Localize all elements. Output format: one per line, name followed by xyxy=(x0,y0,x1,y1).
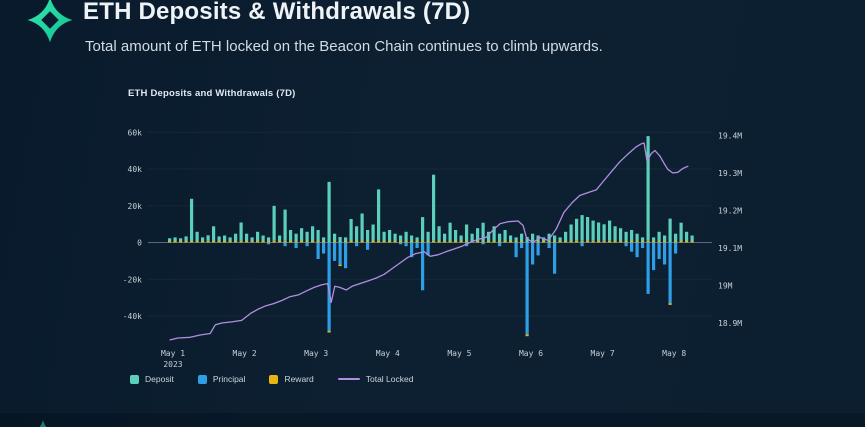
left-axis-labels: 60k 40k 20k 0 -20k -40k xyxy=(123,128,142,321)
total-locked-line xyxy=(169,142,689,341)
svg-text:18.9M: 18.9M xyxy=(718,319,742,328)
legend-square-swatch xyxy=(269,374,279,384)
svg-text:60k: 60k xyxy=(128,128,143,137)
deposits-withdrawals-chart[interactable]: 60k40k20k0-20k-40k19.4M19.3M19.2M19.1M19… xyxy=(120,82,780,404)
legend-label: Reward xyxy=(284,374,314,384)
svg-text:20k: 20k xyxy=(128,202,143,211)
svg-text:May 4: May 4 xyxy=(376,349,400,358)
page-subtitle: Total amount of ETH locked on the Beacon… xyxy=(85,38,603,55)
legend-square-swatch xyxy=(130,374,139,384)
svg-text:19.2M: 19.2M xyxy=(718,207,742,216)
legend-square-swatch xyxy=(197,374,207,384)
chart-legend: Deposit Principal Reward Total Locked xyxy=(130,374,413,384)
svg-text:May 7: May 7 xyxy=(591,349,615,358)
legend-label: Principal xyxy=(212,374,246,384)
legend-label: Total Locked xyxy=(365,374,414,384)
chart-card: ETH Deposits and Withdrawals (7D) 60k 40k… xyxy=(120,82,780,404)
bars-group xyxy=(168,136,694,337)
page-title: ETH Deposits & Withdrawals (7D) xyxy=(83,0,471,25)
legend-item-reward[interactable]: Reward xyxy=(269,374,314,384)
svg-text:May 5: May 5 xyxy=(447,349,471,358)
beacon-star-logo-icon xyxy=(27,0,73,43)
next-card-logo-sliver-icon xyxy=(39,420,47,427)
svg-text:May 1: May 1 xyxy=(161,349,185,358)
svg-text:19M: 19M xyxy=(718,282,733,291)
gridlines xyxy=(148,131,712,317)
legend-item-deposit[interactable]: Deposit xyxy=(130,374,174,384)
svg-text:-40k: -40k xyxy=(123,312,142,321)
svg-text:19.1M: 19.1M xyxy=(718,244,742,253)
svg-text:0: 0 xyxy=(137,239,142,248)
legend-line-swatch xyxy=(337,378,360,380)
chart-title: ETH Deposits and Withdrawals (7D) xyxy=(128,88,296,99)
svg-text:40k: 40k xyxy=(128,165,143,174)
x-axis-labels: May 1 May 2 May 3 May 4 May 5 May 6 May 7 May 8 xyxy=(161,349,686,358)
svg-text:May 8: May 8 xyxy=(662,349,686,358)
legend-item-principal[interactable]: Principal xyxy=(197,374,246,384)
svg-text:-20k: -20k xyxy=(123,275,142,284)
svg-text:May 3: May 3 xyxy=(304,349,328,358)
svg-text:May 2: May 2 xyxy=(233,349,257,358)
legend-item-total-locked[interactable]: Total Locked xyxy=(337,374,414,384)
legend-label: Deposit xyxy=(145,374,174,384)
svg-text:May 6: May 6 xyxy=(519,349,543,358)
year-label: 2023 xyxy=(163,360,182,369)
next-section-edge xyxy=(0,413,865,427)
svg-text:19.3M: 19.3M xyxy=(718,169,742,178)
right-axis-labels: 19.4M 19.3M 19.2M 19.1M 19M 18.9M xyxy=(718,132,742,329)
svg-text:19.4M: 19.4M xyxy=(718,132,742,141)
